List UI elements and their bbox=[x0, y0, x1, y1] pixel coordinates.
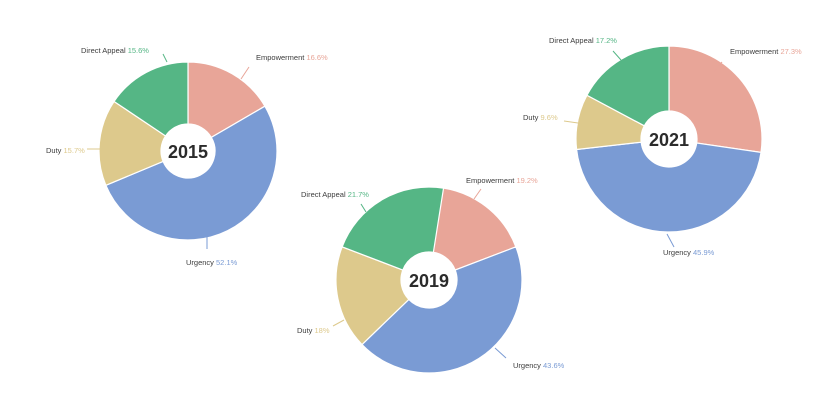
svg-text:2015: 2015 bbox=[168, 142, 208, 162]
svg-text:Empowerment 16.6%: Empowerment 16.6% bbox=[256, 53, 328, 62]
svg-text:Direct Appeal 17.2%: Direct Appeal 17.2% bbox=[549, 36, 617, 45]
svg-text:Duty 18%: Duty 18% bbox=[297, 326, 330, 335]
svg-text:Empowerment 19.2%: Empowerment 19.2% bbox=[466, 176, 538, 185]
svg-text:Urgency 52.1%: Urgency 52.1% bbox=[186, 258, 238, 267]
svg-text:Urgency 45.9%: Urgency 45.9% bbox=[663, 248, 715, 257]
svg-text:Empowerment 27.3%: Empowerment 27.3% bbox=[730, 47, 802, 56]
svg-text:Urgency 43.6%: Urgency 43.6% bbox=[513, 361, 565, 370]
svg-text:Duty 15.7%: Duty 15.7% bbox=[46, 146, 85, 155]
svg-text:2019: 2019 bbox=[409, 271, 449, 291]
svg-text:Direct Appeal 15.6%: Direct Appeal 15.6% bbox=[81, 46, 149, 55]
svg-text:2021: 2021 bbox=[649, 130, 689, 150]
svg-text:Duty 9.6%: Duty 9.6% bbox=[523, 113, 558, 122]
svg-text:Direct Appeal 21.7%: Direct Appeal 21.7% bbox=[301, 190, 369, 199]
